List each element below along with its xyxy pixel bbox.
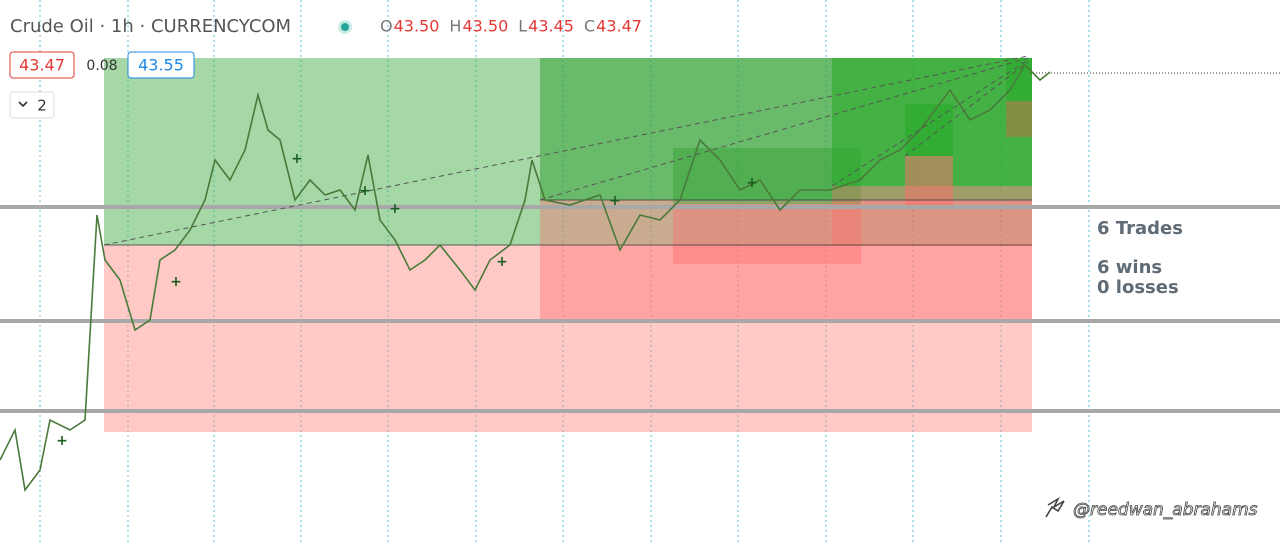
svg-text:+: + — [170, 274, 182, 290]
ask-box[interactable] — [127, 51, 195, 79]
indicator-count: 2 — [37, 97, 47, 115]
watermark-logo — [1045, 496, 1065, 518]
position-zones — [104, 58, 1032, 432]
svg-text:+: + — [291, 151, 303, 167]
ohlc-value: 43.50 — [462, 17, 508, 36]
status-dot — [341, 23, 349, 31]
spread: 0.08 — [86, 58, 117, 74]
svg-text:+: + — [359, 183, 371, 199]
indicator-toggle[interactable] — [9, 91, 55, 119]
watermark: @reedwan_abrahams — [1073, 500, 1258, 520]
ohlc-letter: L — [518, 17, 527, 36]
svg-text:+: + — [496, 254, 508, 270]
ohlc-value: 43.47 — [596, 17, 642, 36]
svg-text:+: + — [609, 193, 621, 209]
levels — [0, 205, 1280, 413]
svg-text:+: + — [56, 433, 68, 449]
trade-paths — [103, 55, 1029, 246]
ohlc-letter: C — [584, 17, 595, 36]
bid-price: 43.47 — [19, 56, 65, 75]
entry-markers: + + + + + + + + — [56, 151, 758, 449]
svg-text:+: + — [746, 175, 758, 191]
svg-text:+: + — [389, 201, 401, 217]
ask-price: 43.55 — [138, 56, 184, 75]
ohlc-value: 43.45 — [528, 17, 574, 36]
ohlc-letter: H — [449, 17, 461, 36]
chevron-icon — [18, 101, 28, 108]
symbol-title: Crude Oil · 1h · CURRENCYCOM — [10, 16, 291, 37]
ohlc-value: 43.50 — [394, 17, 440, 36]
wins-count: 6 wins — [1097, 257, 1162, 278]
trades-count: 6 Trades — [1097, 218, 1183, 239]
losses-count: 0 losses — [1097, 277, 1179, 298]
price-series — [0, 63, 1051, 492]
bid-box — [9, 51, 75, 79]
ohlc: O 43.50 H 43.50 L 43.45 C 43.47 — [380, 17, 642, 36]
ohlc-letter: O — [380, 17, 393, 36]
